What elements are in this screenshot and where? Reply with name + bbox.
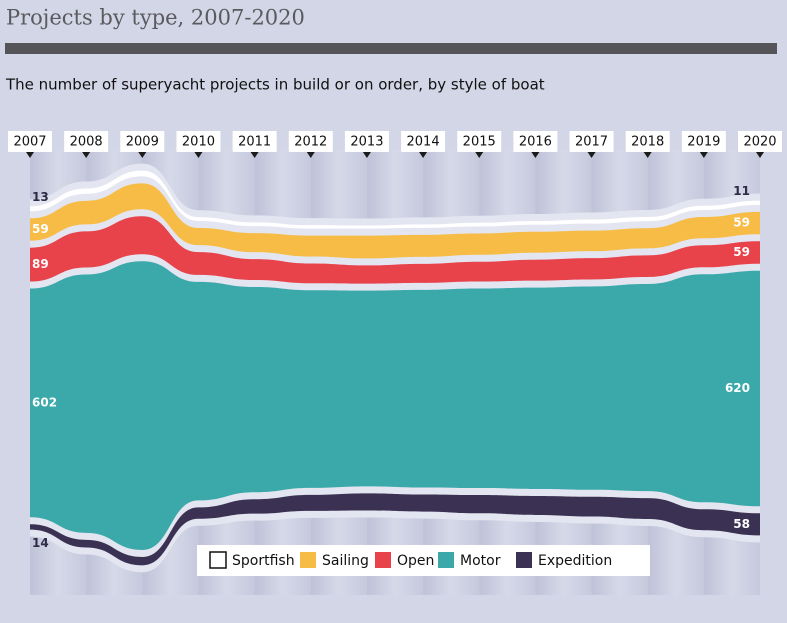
x-tick-pointer [26, 152, 34, 158]
legend-swatch [209, 551, 227, 569]
legend-swatch [375, 552, 391, 568]
value-label: 59 [32, 222, 49, 236]
stream-band [30, 493, 760, 566]
x-tick-pointer [82, 152, 91, 158]
stream-band [30, 261, 760, 550]
legend-label: Expedition [538, 553, 612, 569]
legend-label: Sportfish [232, 553, 295, 569]
x-tick-label: 2010 [182, 135, 215, 150]
x-tick-pointer [194, 152, 203, 158]
x-tick-pointer [756, 152, 764, 158]
legend-label: Sailing [322, 553, 369, 569]
value-label: 602 [32, 395, 57, 409]
x-tick-box [738, 131, 782, 152]
value-label: 58 [733, 517, 750, 531]
x-tick-box [176, 131, 221, 152]
x-tick-pointer [138, 152, 147, 158]
x-tick-label: 2016 [519, 135, 552, 150]
legend-swatch [300, 552, 316, 568]
x-tick-label: 2009 [126, 135, 159, 150]
x-tick-pointer [419, 152, 428, 158]
x-tick-label: 2014 [407, 135, 440, 150]
x-tick-box [457, 131, 502, 152]
x-tick-box [625, 131, 670, 152]
legend-label: Open [397, 553, 434, 569]
x-tick-label: 2019 [687, 135, 720, 150]
background-edge [0, 150, 30, 595]
value-label: 14 [32, 536, 49, 550]
value-label: 89 [32, 257, 49, 271]
legend-swatch [438, 552, 454, 568]
chart-title: Projects by type, 2007-2020 [6, 6, 305, 30]
x-tick-box [681, 131, 726, 152]
x-tick-label: 2011 [238, 135, 271, 150]
x-tick-label: 2017 [575, 135, 608, 150]
value-label: 620 [725, 381, 750, 395]
x-tick-box [8, 131, 52, 152]
x-tick-pointer [362, 152, 371, 158]
legend: Sportfish Sailing Open Motor Expedition [197, 545, 650, 576]
x-tick-pointer [531, 152, 540, 158]
x-tick-box [288, 131, 333, 152]
x-tick-box [344, 131, 389, 152]
legend-swatch [516, 552, 532, 568]
legend-label: Motor [460, 553, 501, 569]
x-tick-label: 2007 [13, 135, 46, 150]
x-tick-label: 2012 [294, 135, 327, 150]
x-tick-pointer [643, 152, 652, 158]
x-tick-box [513, 131, 558, 152]
x-tick-pointer [250, 152, 259, 158]
x-tick-box [64, 131, 109, 152]
chart-subtitle: The number of superyacht projects in bui… [5, 76, 545, 94]
x-tick-label: 2020 [743, 135, 776, 150]
stream-band [30, 216, 760, 284]
x-tick-label: 2013 [350, 135, 383, 150]
value-label: 59 [733, 216, 750, 230]
legend-box [197, 545, 650, 576]
x-tick-label: 2015 [463, 135, 496, 150]
x-tick-box [232, 131, 277, 152]
x-tick-label: 2018 [631, 135, 664, 150]
value-label: 59 [733, 245, 750, 259]
x-tick-pointer [475, 152, 484, 158]
stream-band [30, 183, 760, 259]
x-tick-box [569, 131, 614, 152]
x-tick-box [120, 131, 165, 152]
value-label: 13 [32, 190, 49, 204]
title-rule [5, 43, 777, 54]
value-label: 11 [733, 184, 750, 198]
x-tick-pointer [699, 152, 708, 158]
x-tick-pointer [306, 152, 315, 158]
x-tick-pointer [587, 152, 596, 158]
x-tick-label: 2008 [70, 135, 103, 150]
x-tick-box [401, 131, 446, 152]
